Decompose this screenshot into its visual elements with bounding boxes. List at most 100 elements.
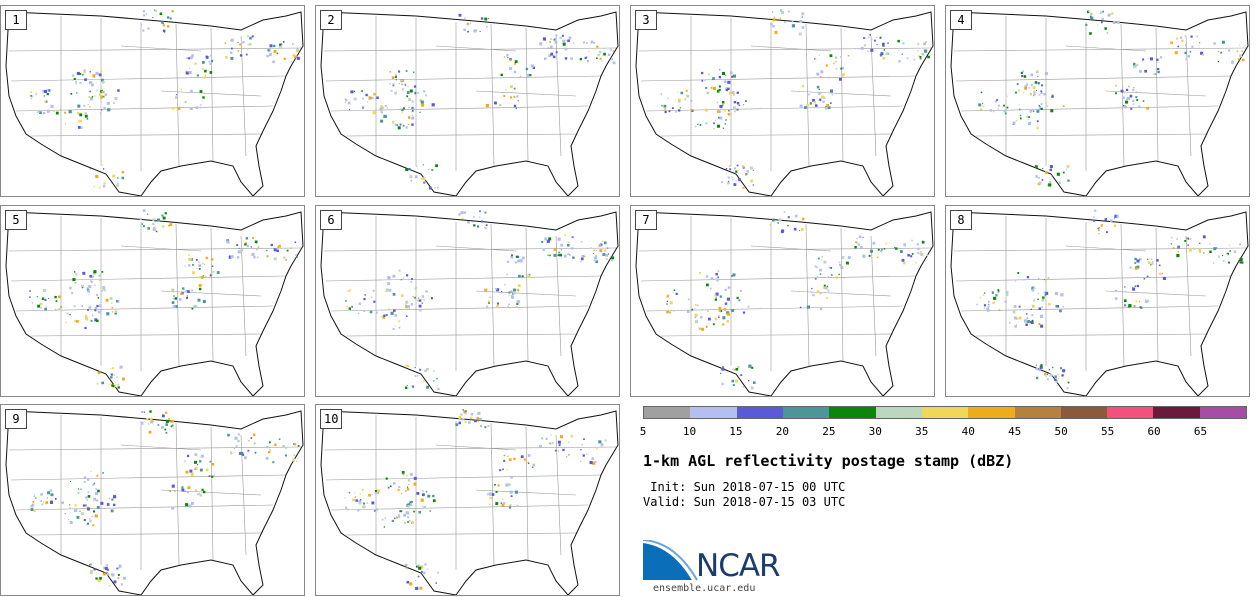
reflectivity-cell — [384, 517, 386, 519]
reflectivity-cell — [1046, 105, 1049, 107]
reflectivity-cell — [1067, 381, 1070, 384]
reflectivity-cell — [817, 257, 820, 260]
reflectivity-cell — [813, 101, 817, 104]
reflectivity-cell — [184, 460, 186, 462]
panel-number: 6 — [320, 210, 342, 230]
reflectivity-cell — [278, 44, 283, 48]
reflectivity-cell — [1129, 266, 1132, 269]
reflectivity-cell — [1150, 57, 1153, 61]
reflectivity-cell — [37, 110, 40, 113]
reflectivity-cell — [96, 319, 99, 323]
reflectivity-cell — [485, 227, 487, 229]
reflectivity-cell — [237, 256, 240, 259]
state-boundary — [175, 223, 180, 367]
reflectivity-cell — [91, 96, 94, 98]
reflectivity-cell — [411, 116, 415, 120]
reflectivity-cell — [1046, 104, 1048, 106]
reflectivity-cell — [1045, 291, 1049, 295]
reflectivity-cell — [1179, 36, 1183, 39]
reflectivity-cell — [477, 225, 479, 228]
reflectivity-cell — [97, 297, 99, 299]
reflectivity-cell — [96, 506, 100, 509]
reflectivity-cell — [406, 274, 409, 277]
reflectivity-cell — [583, 438, 585, 440]
reflectivity-cell — [695, 304, 697, 306]
reflectivity-cell — [46, 93, 49, 96]
reflectivity-cell — [1047, 276, 1050, 279]
reflectivity-cell — [1089, 15, 1092, 18]
reflectivity-cell — [88, 285, 92, 289]
reflectivity-cell — [273, 50, 277, 53]
reflectivity-cell — [401, 493, 403, 495]
reflectivity-cell — [835, 61, 837, 63]
reflectivity-cell — [704, 79, 706, 81]
reflectivity-cell — [513, 95, 516, 98]
reflectivity-cell — [180, 292, 183, 296]
reflectivity-cell — [196, 267, 198, 270]
reflectivity-cell — [721, 101, 725, 104]
reflectivity-cell — [1012, 310, 1016, 314]
reflectivity-cell — [76, 515, 80, 519]
reflectivity-cell — [1022, 91, 1025, 93]
reflectivity-cell — [171, 10, 174, 13]
reflectivity-cell — [838, 273, 840, 276]
reflectivity-cell — [1045, 171, 1048, 174]
reflectivity-cell — [710, 287, 712, 290]
reflectivity-cell — [353, 97, 357, 101]
reflectivity-cell — [106, 312, 110, 316]
reflectivity-cell — [346, 290, 349, 292]
reflectivity-cell — [192, 264, 194, 266]
reflectivity-cell — [87, 522, 89, 525]
reflectivity-cell — [1029, 109, 1033, 113]
reflectivity-cell — [732, 178, 734, 181]
state-boundary — [8, 247, 302, 252]
reflectivity-cell — [798, 32, 802, 36]
reflectivity-cell — [54, 498, 57, 500]
reflectivity-cell — [729, 71, 733, 75]
reflectivity-cell — [900, 250, 903, 253]
reflectivity-cell — [1124, 304, 1127, 307]
reflectivity-cell — [108, 584, 111, 587]
reflectivity-cell — [398, 326, 401, 329]
reflectivity-cell — [171, 424, 174, 427]
reflectivity-cell — [819, 268, 822, 272]
reflectivity-cell — [1034, 81, 1038, 84]
init-time: Init: Sun 2018-07-15 00 UTC — [643, 480, 846, 494]
reflectivity-cell — [91, 275, 94, 279]
reflectivity-cell — [1216, 247, 1218, 249]
country-outline — [950, 211, 1249, 396]
reflectivity-cell — [698, 327, 702, 331]
reflectivity-cell — [268, 451, 271, 454]
reflectivity-cell — [202, 300, 206, 303]
reflectivity-cell — [571, 247, 574, 250]
reflectivity-cell — [862, 236, 864, 238]
reflectivity-cell — [1122, 96, 1125, 99]
reflectivity-cell — [1193, 247, 1196, 250]
panel-number: 10 — [320, 409, 343, 429]
reflectivity-cell — [736, 108, 739, 111]
reflectivity-cell — [541, 240, 544, 243]
state-boundary — [323, 446, 617, 451]
reflectivity-cell — [708, 323, 710, 325]
reflectivity-cell — [515, 306, 518, 308]
reflectivity-cell — [913, 58, 916, 61]
reflectivity-cell — [829, 54, 833, 58]
reflectivity-cell — [560, 243, 564, 247]
reflectivity-cell — [595, 260, 599, 264]
reflectivity-cell — [594, 256, 598, 260]
state-boundary — [953, 47, 1247, 52]
reflectivity-cell — [902, 42, 905, 45]
reflectivity-cell — [425, 94, 428, 97]
reflectivity-cell — [553, 38, 556, 41]
reflectivity-cell — [567, 253, 570, 255]
reflectivity-cell — [431, 169, 434, 171]
reflectivity-cell — [1199, 242, 1201, 244]
reflectivity-cell — [171, 107, 175, 110]
reflectivity-cell — [1136, 284, 1140, 288]
reflectivity-cell — [826, 103, 830, 107]
reflectivity-cell — [1138, 105, 1141, 108]
reflectivity-cell — [772, 18, 776, 22]
reflectivity-cell — [557, 450, 560, 452]
state-boundary — [30, 133, 264, 137]
reflectivity-cell — [1023, 75, 1027, 78]
